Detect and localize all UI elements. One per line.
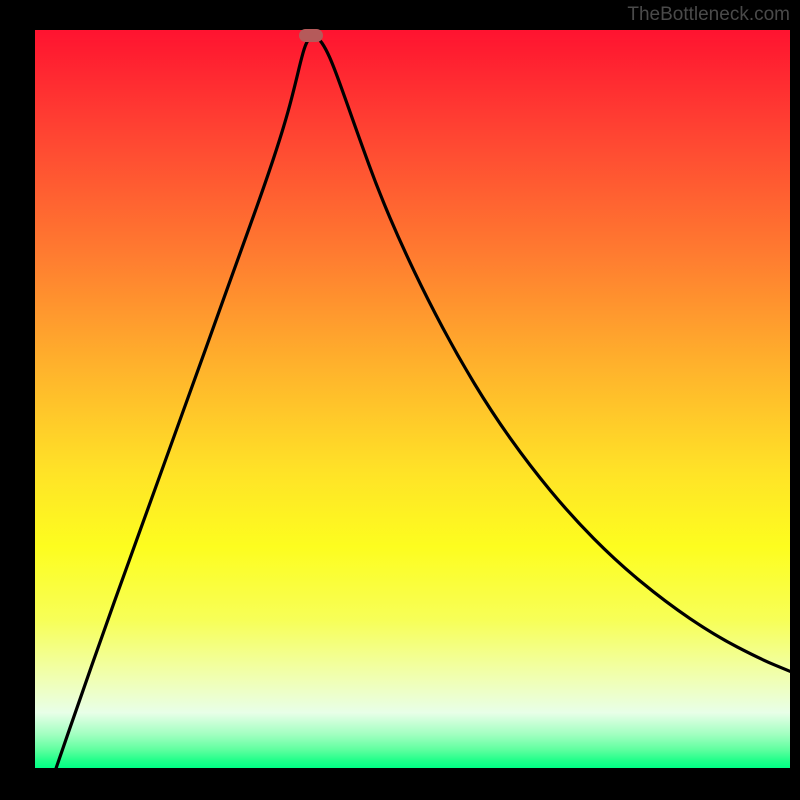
plot-area (35, 30, 790, 768)
watermark-text: TheBottleneck.com (627, 4, 790, 26)
bottleneck-curve (35, 30, 790, 768)
bottleneck-marker (299, 29, 323, 42)
